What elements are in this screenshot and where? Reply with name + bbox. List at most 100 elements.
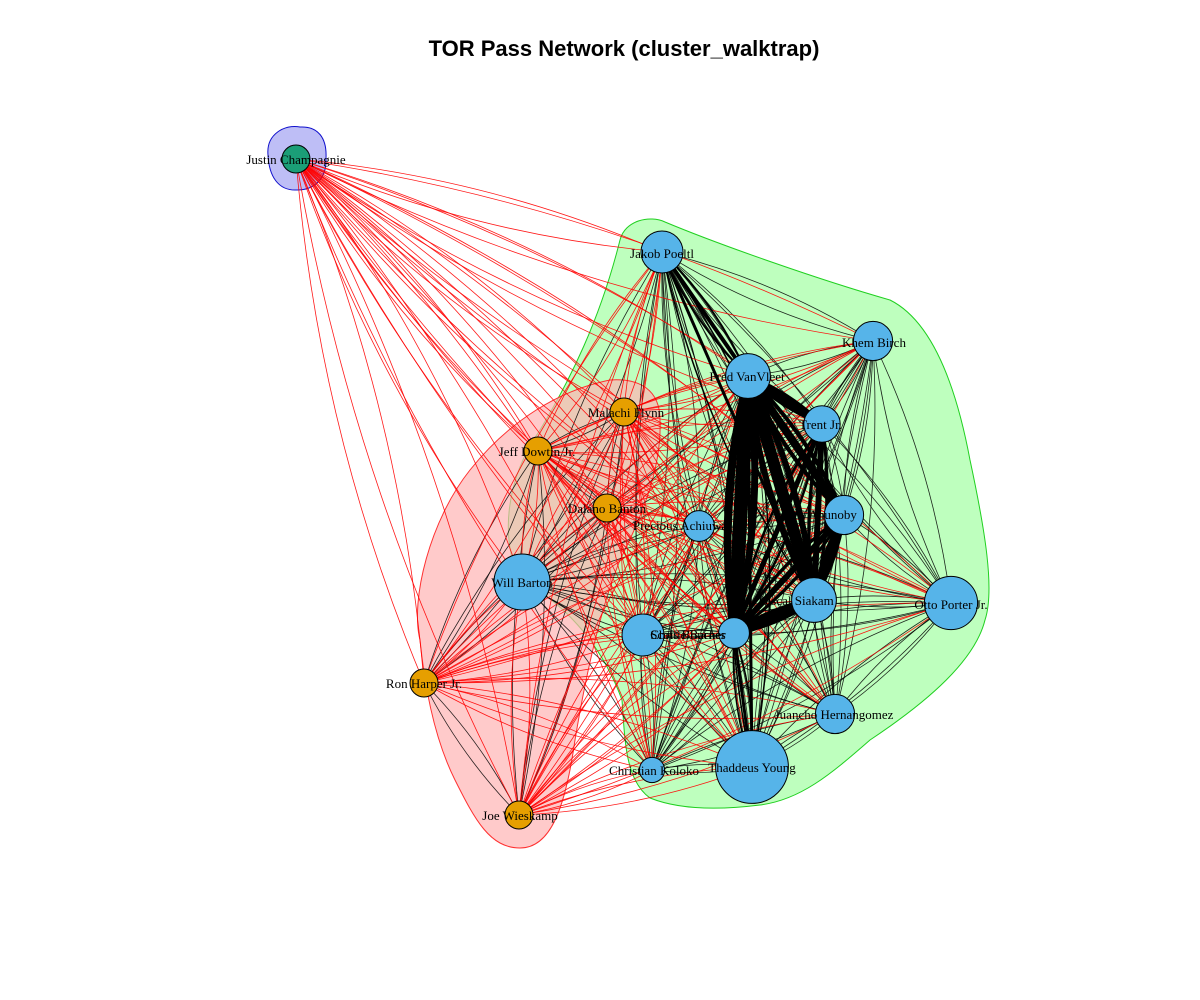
edge-harper-hernangomez-1 xyxy=(423,678,836,715)
edge-harper-achiuwa-1 xyxy=(423,525,700,684)
edge-champagnie-achiuwa-1 xyxy=(295,158,700,527)
edge-harper-porter-1 xyxy=(423,602,952,684)
node-barnes xyxy=(718,617,750,649)
node-boucher xyxy=(621,613,665,657)
edge-harper-koloko-1 xyxy=(423,682,653,771)
edge-harper-vanvleet-0 xyxy=(423,375,749,684)
edge-harper-poeltl-0 xyxy=(423,251,663,684)
edge-harper-porter-0 xyxy=(423,602,952,684)
edge-harper-young-1 xyxy=(423,682,753,768)
node-poeltl xyxy=(640,230,684,274)
heavy-edge-vanvleet-barnes-1 xyxy=(727,369,755,640)
edge-flynn-barnes-0 xyxy=(623,411,735,634)
edge-poeltl-boucher-1 xyxy=(642,251,670,636)
edge-champagnie-koloko-1 xyxy=(295,158,653,771)
edge-trent-hernangomez-1 xyxy=(821,423,842,715)
node-label-harper: Ron Harper Jr. xyxy=(386,676,462,691)
edge-flynn-boucher-0 xyxy=(621,411,644,636)
edge-banton-hernangomez-0 xyxy=(606,507,836,715)
edge-dowtin-barnes-1 xyxy=(537,450,735,634)
edge-poeltl-birch-1 xyxy=(661,251,874,342)
edge-champagnie-dowtin-0 xyxy=(295,158,539,452)
node-label-champagnie: Justin Champagnie xyxy=(246,152,346,167)
edge-dowtin-koloko-0 xyxy=(537,450,653,771)
node-label-koloko: Christian Koloko xyxy=(609,763,699,778)
edge-flynn-hernangomez-0 xyxy=(623,411,836,715)
edge-achiuwa-koloko-1 xyxy=(651,525,700,771)
node-label-boucher: Chris Boucher xyxy=(650,627,726,642)
chart-title: TOR Pass Network (cluster_walktrap) xyxy=(428,36,820,61)
edge-wieskamp-porter-1 xyxy=(518,602,952,816)
edge-dowtin-young-1 xyxy=(537,450,753,768)
edge-champagnie-vanvleet-1 xyxy=(295,158,749,377)
edge-birch-porter-1 xyxy=(872,340,952,604)
edge-champagnie-vanvleet-0 xyxy=(295,158,749,377)
edge-harper-boucher-1 xyxy=(423,634,644,684)
edge-barton-hernangomez-1 xyxy=(521,581,836,715)
edge-barnes-koloko-0 xyxy=(651,632,735,771)
edge-champagnie-harper-0 xyxy=(295,158,425,684)
edge-anunoby-hernangomez-1 xyxy=(834,514,849,715)
edge-champagnie-flynn-1 xyxy=(295,158,625,413)
node-label-porter: Otto Porter Jr. xyxy=(914,597,987,612)
edge-poeltl-barton-1 xyxy=(521,251,663,583)
node-vanvleet xyxy=(725,353,771,399)
edge-dowtin-wieskamp-0 xyxy=(512,450,539,816)
edge-wieskamp-koloko-0 xyxy=(518,769,653,816)
edge-wieskamp-hernangomez-1 xyxy=(518,713,836,816)
edge-harper-young-0 xyxy=(423,682,753,768)
node-label-banton: Dalano Banton xyxy=(568,501,647,516)
edge-champagnie-poeltl-0 xyxy=(295,158,663,253)
edge-dowtin-vanvleet-0 xyxy=(537,375,749,452)
edge-harper-hernangomez-0 xyxy=(423,682,836,719)
edge-banton-porter-1 xyxy=(606,507,952,604)
node-label-young: Thaddeus Young xyxy=(708,760,796,775)
heavy-edge-poeltl-siakam-1 xyxy=(660,250,816,602)
edge-siakam-koloko-1 xyxy=(651,599,815,771)
edge-champagnie-boucher-0 xyxy=(295,158,644,636)
edge-wieskamp-achiuwa-1 xyxy=(518,525,700,816)
edge-flynn-harper-0 xyxy=(423,411,625,684)
node-labels: Justin Champagnie Malachi Flynn Jeff Dowti… xyxy=(246,152,987,823)
heavy-edge-vanvleet-siakam-1 xyxy=(742,370,820,606)
edge-dowtin-wieskamp-1 xyxy=(518,450,545,816)
edge-dowtin-anunoby-1 xyxy=(537,450,845,516)
node-label-siakam: Pascal Siakam xyxy=(758,593,833,608)
edge-harper-birch-1 xyxy=(423,340,874,684)
edge-dowtin-anunoby-0 xyxy=(537,450,845,516)
edge-champagnie-porter-1 xyxy=(295,158,952,604)
edge-flynn-koloko-0 xyxy=(619,411,653,771)
node-anunoby xyxy=(823,494,865,536)
node-label-anunoby: OG Anunoby xyxy=(787,507,857,522)
node-siakam xyxy=(791,577,837,623)
edge-champagnie-poeltl-1 xyxy=(295,158,663,253)
edge-banton-porter-0 xyxy=(606,507,952,604)
edge-champagnie-birch-1 xyxy=(295,158,874,342)
edge-champagnie-wieskamp-0 xyxy=(295,158,520,816)
edge-champagnie-boucher-1 xyxy=(295,158,644,636)
edge-dowtin-boucher-0 xyxy=(537,450,644,636)
node-label-flynn: Malachi Flynn xyxy=(588,405,665,420)
edge-wieskamp-barton-0 xyxy=(518,581,531,816)
edge-dowtin-vanvleet-1 xyxy=(537,375,749,452)
edge-wieskamp-boucher-0 xyxy=(518,634,644,816)
node-label-hernangomez: Juancho Hernangomez xyxy=(775,707,894,722)
edge-birch-barton-1 xyxy=(521,340,874,583)
edge-banton-trent-0 xyxy=(606,423,823,509)
edge-wieskamp-koloko-1 xyxy=(518,769,653,816)
edge-porter-koloko-0 xyxy=(651,602,952,771)
edge-champagnie-young-0 xyxy=(295,158,753,768)
edge-vanvleet-barton-0 xyxy=(521,375,749,583)
edge-banton-koloko-0 xyxy=(606,507,653,771)
edge-flynn-trent-0 xyxy=(623,411,823,428)
edge-wieskamp-barton-1 xyxy=(510,581,523,816)
node-label-vanvleet: Fred VanVleet xyxy=(709,369,785,384)
heavy-edge-vanvleet-young-2 xyxy=(747,375,771,768)
edge-wieskamp-vanvleet-1 xyxy=(518,375,749,816)
edge-wieskamp-boucher-1 xyxy=(518,634,644,816)
node-label-achiuwa: Precious Achiuwa xyxy=(633,518,727,533)
edge-harper-barnes-0 xyxy=(423,632,735,684)
edge-dowtin-poeltl-0 xyxy=(537,251,663,452)
edge-poeltl-birch-0 xyxy=(661,251,874,342)
